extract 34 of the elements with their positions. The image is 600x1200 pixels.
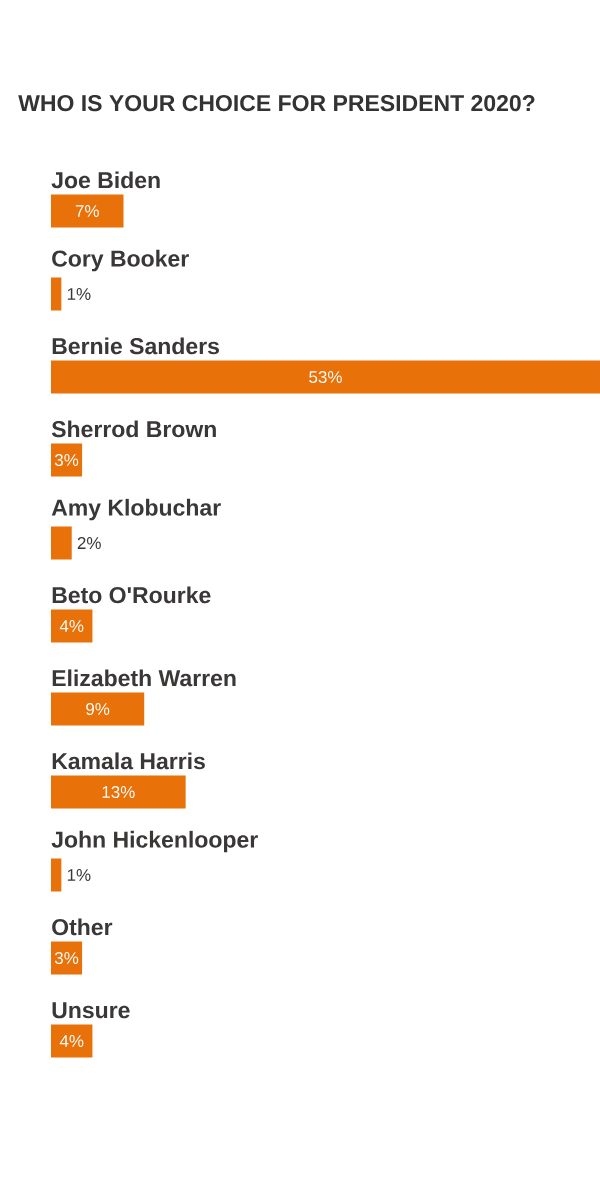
- y-tick-label: Unsure: [52, 1002, 130, 1019]
- bar: [50, 858, 62, 892]
- data-label: 3%: [54, 453, 79, 467]
- data-label: 9%: [86, 702, 110, 716]
- bar: [50, 526, 72, 560]
- bar: [50, 443, 83, 477]
- bar: [50, 941, 83, 975]
- y-tick-label: Amy Klobuchar: [51, 498, 221, 521]
- data-label: 1%: [67, 869, 91, 881]
- bar: [50, 277, 62, 311]
- data-label: 7%: [75, 205, 99, 217]
- bar: [50, 609, 93, 643]
- y-tick-label: Sherrod Brown: [51, 420, 216, 438]
- data-label: 53%: [309, 370, 342, 384]
- bar: [50, 775, 186, 809]
- bar: [50, 360, 600, 394]
- y-tick-label: Joe Biden: [51, 171, 160, 189]
- data-label: 13%: [102, 785, 135, 799]
- y-tick-label: Beto O'Rourke: [52, 586, 211, 604]
- data-label: 1%: [67, 288, 91, 300]
- y-tick-label: Elizabeth Warren: [52, 669, 236, 687]
- y-tick-label: Kamala Harris: [52, 752, 205, 770]
- y-tick-label: Other: [52, 918, 113, 936]
- data-label: 4%: [59, 1035, 84, 1047]
- y-tick-label: Bernie Sanders: [52, 337, 219, 355]
- bar: [50, 692, 145, 726]
- bar: [50, 1024, 93, 1058]
- bar: [50, 194, 124, 228]
- chart-title: WHO IS YOUR CHOICE FOR PRESIDENT 2020?: [18, 94, 535, 112]
- y-tick-label: Cory Booker: [52, 249, 189, 272]
- y-tick-label: John Hickenlooper: [51, 830, 258, 853]
- data-label: 3%: [54, 951, 79, 965]
- data-label: 4%: [59, 620, 84, 632]
- data-label: 2%: [77, 537, 101, 549]
